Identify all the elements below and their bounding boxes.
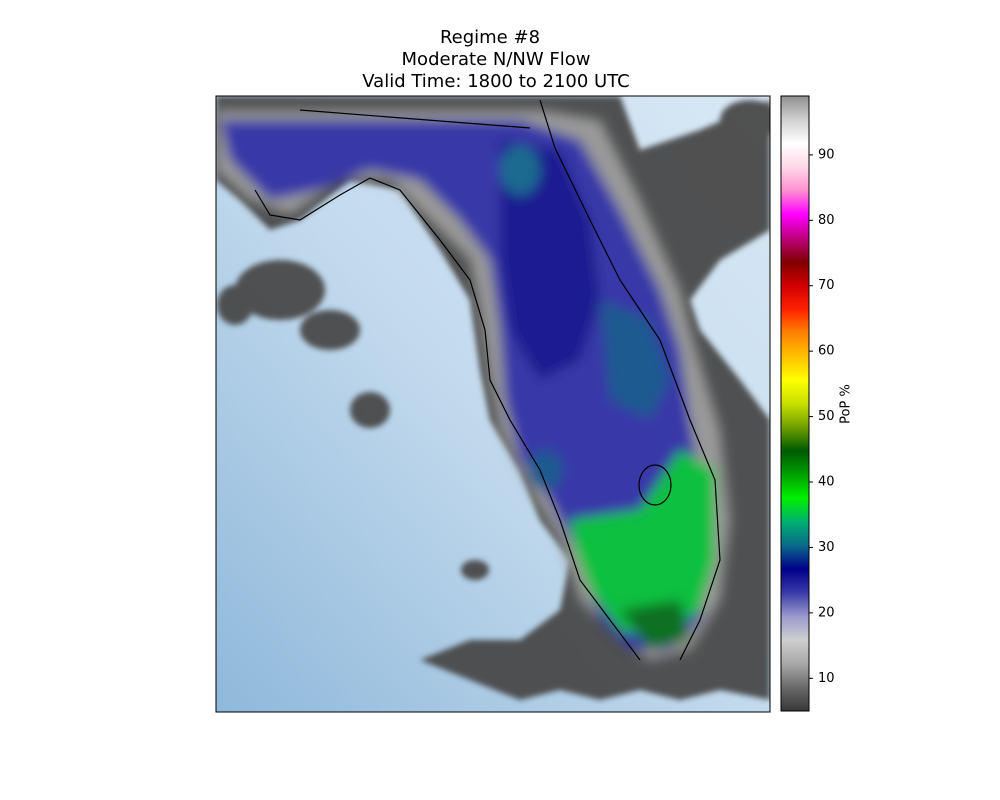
- colorbar-tick-label: 40: [818, 475, 835, 490]
- title-line: Regime #8: [440, 27, 540, 48]
- colorbar-tick-label: 20: [818, 605, 835, 620]
- colorbar-label: PoP %: [839, 384, 854, 424]
- colorbar-tick-label: 10: [818, 671, 835, 686]
- colorbar-bar: [780, 95, 810, 712]
- map-frame: [215, 95, 771, 713]
- colorbar-tick-label: 90: [818, 147, 835, 162]
- map: [216, 96, 770, 712]
- colorbar-tick-label: 30: [818, 540, 835, 555]
- colorbar-tick-label: 50: [818, 409, 835, 424]
- colorbar-tick-label: 60: [818, 344, 835, 359]
- colorbar-tick-label: 80: [818, 213, 835, 228]
- title-line: Moderate N/NW Flow: [402, 49, 591, 70]
- title-line: Valid Time: 1800 to 2100 UTC: [362, 71, 629, 92]
- colorbar-tick-label: 70: [818, 278, 835, 293]
- colorbar: 10 20 30 40 50 60 70 80 90: [780, 95, 835, 712]
